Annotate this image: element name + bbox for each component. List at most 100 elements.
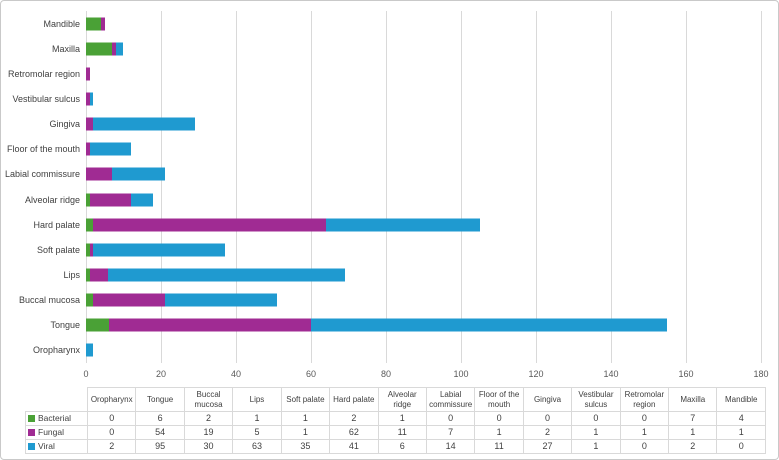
series-row-label: Fungal (25, 425, 88, 440)
x-axis: 0 20 40 60 80 100 120 140 160 180 (83, 369, 768, 383)
bar-segment-fungal[interactable] (100, 17, 105, 31)
bar-segment-viral[interactable] (108, 268, 345, 282)
table-value-cell: 11 (474, 439, 524, 454)
table-value-cell: 2 (668, 439, 718, 454)
bar-segment-viral[interactable] (93, 243, 225, 257)
x-axis-tick-label: 160 (678, 369, 694, 379)
bar-segment-fungal[interactable] (86, 142, 90, 156)
bar-segment-fungal[interactable] (86, 92, 90, 106)
table-value-cell: 11 (377, 425, 427, 440)
table-column-header: Alveolar ridge (377, 387, 427, 412)
bar-segment-fungal[interactable] (93, 218, 326, 232)
bar-segment-fungal[interactable] (108, 318, 311, 332)
legend-swatch-fungal (28, 428, 35, 436)
bar-segment-viral[interactable] (112, 167, 165, 181)
table-column-header: Buccal mucosa (183, 387, 234, 412)
bar-track (86, 142, 761, 156)
bar-segment-viral[interactable] (93, 117, 195, 131)
gridlines (86, 11, 762, 363)
table-value-cell: 2 (522, 425, 573, 440)
table-value-cell: 7 (425, 425, 476, 440)
category-label: Labial commissure (4, 169, 80, 180)
bar-segment-viral[interactable] (115, 42, 124, 56)
category-label: Mandible (43, 18, 80, 29)
table-value-cell: 1 (716, 425, 766, 440)
data-table: Oropharynx Tongue Buccal mucosa Lips Soft pa… (25, 387, 766, 454)
bar-segment-viral[interactable] (130, 193, 154, 207)
plot-area: Mandible Maxilla Retromolar region Vestibul… (1, 9, 778, 379)
bar-segment-fungal[interactable] (86, 67, 90, 81)
table-value-cell: 1 (668, 425, 718, 440)
table-value-cell: 1 (280, 411, 331, 426)
bar-segment-bacterial[interactable] (86, 293, 94, 307)
bar-track (86, 167, 761, 181)
bar-segment-viral[interactable] (311, 318, 668, 332)
bar-segment-fungal[interactable] (112, 42, 116, 56)
category-label: Retromolar region (7, 68, 80, 79)
table-value-cell: 6 (377, 439, 427, 454)
table-value-cell: 14 (425, 439, 476, 454)
table-value-cell: 54 (135, 425, 185, 440)
bar-track (86, 67, 761, 81)
category-label: Floor of the mouth (6, 144, 80, 155)
chart-row: Buccal mucosa (1, 288, 778, 313)
table-corner-cell (25, 387, 88, 412)
x-axis-tick-label: 140 (603, 369, 619, 379)
bar-segment-fungal[interactable] (86, 117, 94, 131)
table-value-cell: 35 (280, 439, 331, 454)
chart-row: Hard palate (1, 212, 778, 237)
series-row-label: Viral (25, 439, 88, 454)
gridline (311, 11, 312, 363)
table-value-cell: 2 (183, 411, 234, 426)
table-value-cell: 2 (329, 411, 379, 426)
bar-track (86, 117, 761, 131)
bar-segment-bacterial[interactable] (86, 42, 113, 56)
table-value-cell: 0 (86, 425, 137, 440)
bar-segment-fungal[interactable] (89, 243, 94, 257)
table-column-header: Floor of the mouth (474, 387, 524, 412)
bar-segment-viral[interactable] (89, 92, 94, 106)
bar-track (86, 293, 761, 307)
bar-segment-bacterial[interactable] (86, 318, 109, 332)
table-row: Bacterial 0 6 2 1 1 2 1 0 0 0 0 0 7 4 (25, 411, 766, 426)
chart-row: Soft palate (1, 237, 778, 262)
category-label: Maxilla (51, 43, 80, 54)
table-value-cell: 4 (716, 411, 766, 426)
table-value-cell: 1 (474, 425, 524, 440)
bar-track (86, 318, 761, 332)
table-column-header: Gingiva (522, 387, 573, 412)
bar-segment-bacterial[interactable] (86, 243, 90, 257)
bar-segment-viral[interactable] (325, 218, 480, 232)
chart-row: Tongue (1, 313, 778, 338)
bar-segment-bacterial[interactable] (86, 17, 101, 31)
table-value-cell: 1 (619, 425, 670, 440)
table-value-cell: 1 (377, 411, 427, 426)
bar-segment-viral[interactable] (86, 343, 94, 357)
table-value-cell: 27 (522, 439, 573, 454)
bar-segment-fungal[interactable] (89, 193, 131, 207)
table-column-header: Labial commissure (425, 387, 476, 412)
x-axis-tick-label: 0 (83, 369, 89, 379)
bar-segment-bacterial[interactable] (86, 193, 90, 207)
x-axis-tick-label: 100 (453, 369, 469, 379)
bar-segment-viral[interactable] (164, 293, 278, 307)
bar-track (86, 193, 761, 207)
table-column-header: Vestibular sulcus (571, 387, 621, 412)
bar-segment-fungal[interactable] (93, 293, 165, 307)
legend-swatch-viral (28, 442, 35, 450)
bar-track (86, 343, 761, 357)
series-row-label: Bacterial (25, 411, 88, 426)
table-value-cell: 1 (571, 439, 621, 454)
bar-segment-bacterial[interactable] (86, 268, 90, 282)
bar-segment-fungal[interactable] (86, 167, 113, 181)
chart-row: Oropharynx (1, 338, 778, 363)
category-label: Lips (63, 269, 80, 280)
x-axis-tick-label: 80 (380, 369, 391, 379)
gridline (461, 11, 462, 363)
gridline (761, 11, 762, 363)
bar-segment-bacterial[interactable] (86, 218, 94, 232)
bar-segment-fungal[interactable] (89, 268, 109, 282)
bar-segment-viral[interactable] (89, 142, 131, 156)
table-value-cell: 6 (135, 411, 185, 426)
